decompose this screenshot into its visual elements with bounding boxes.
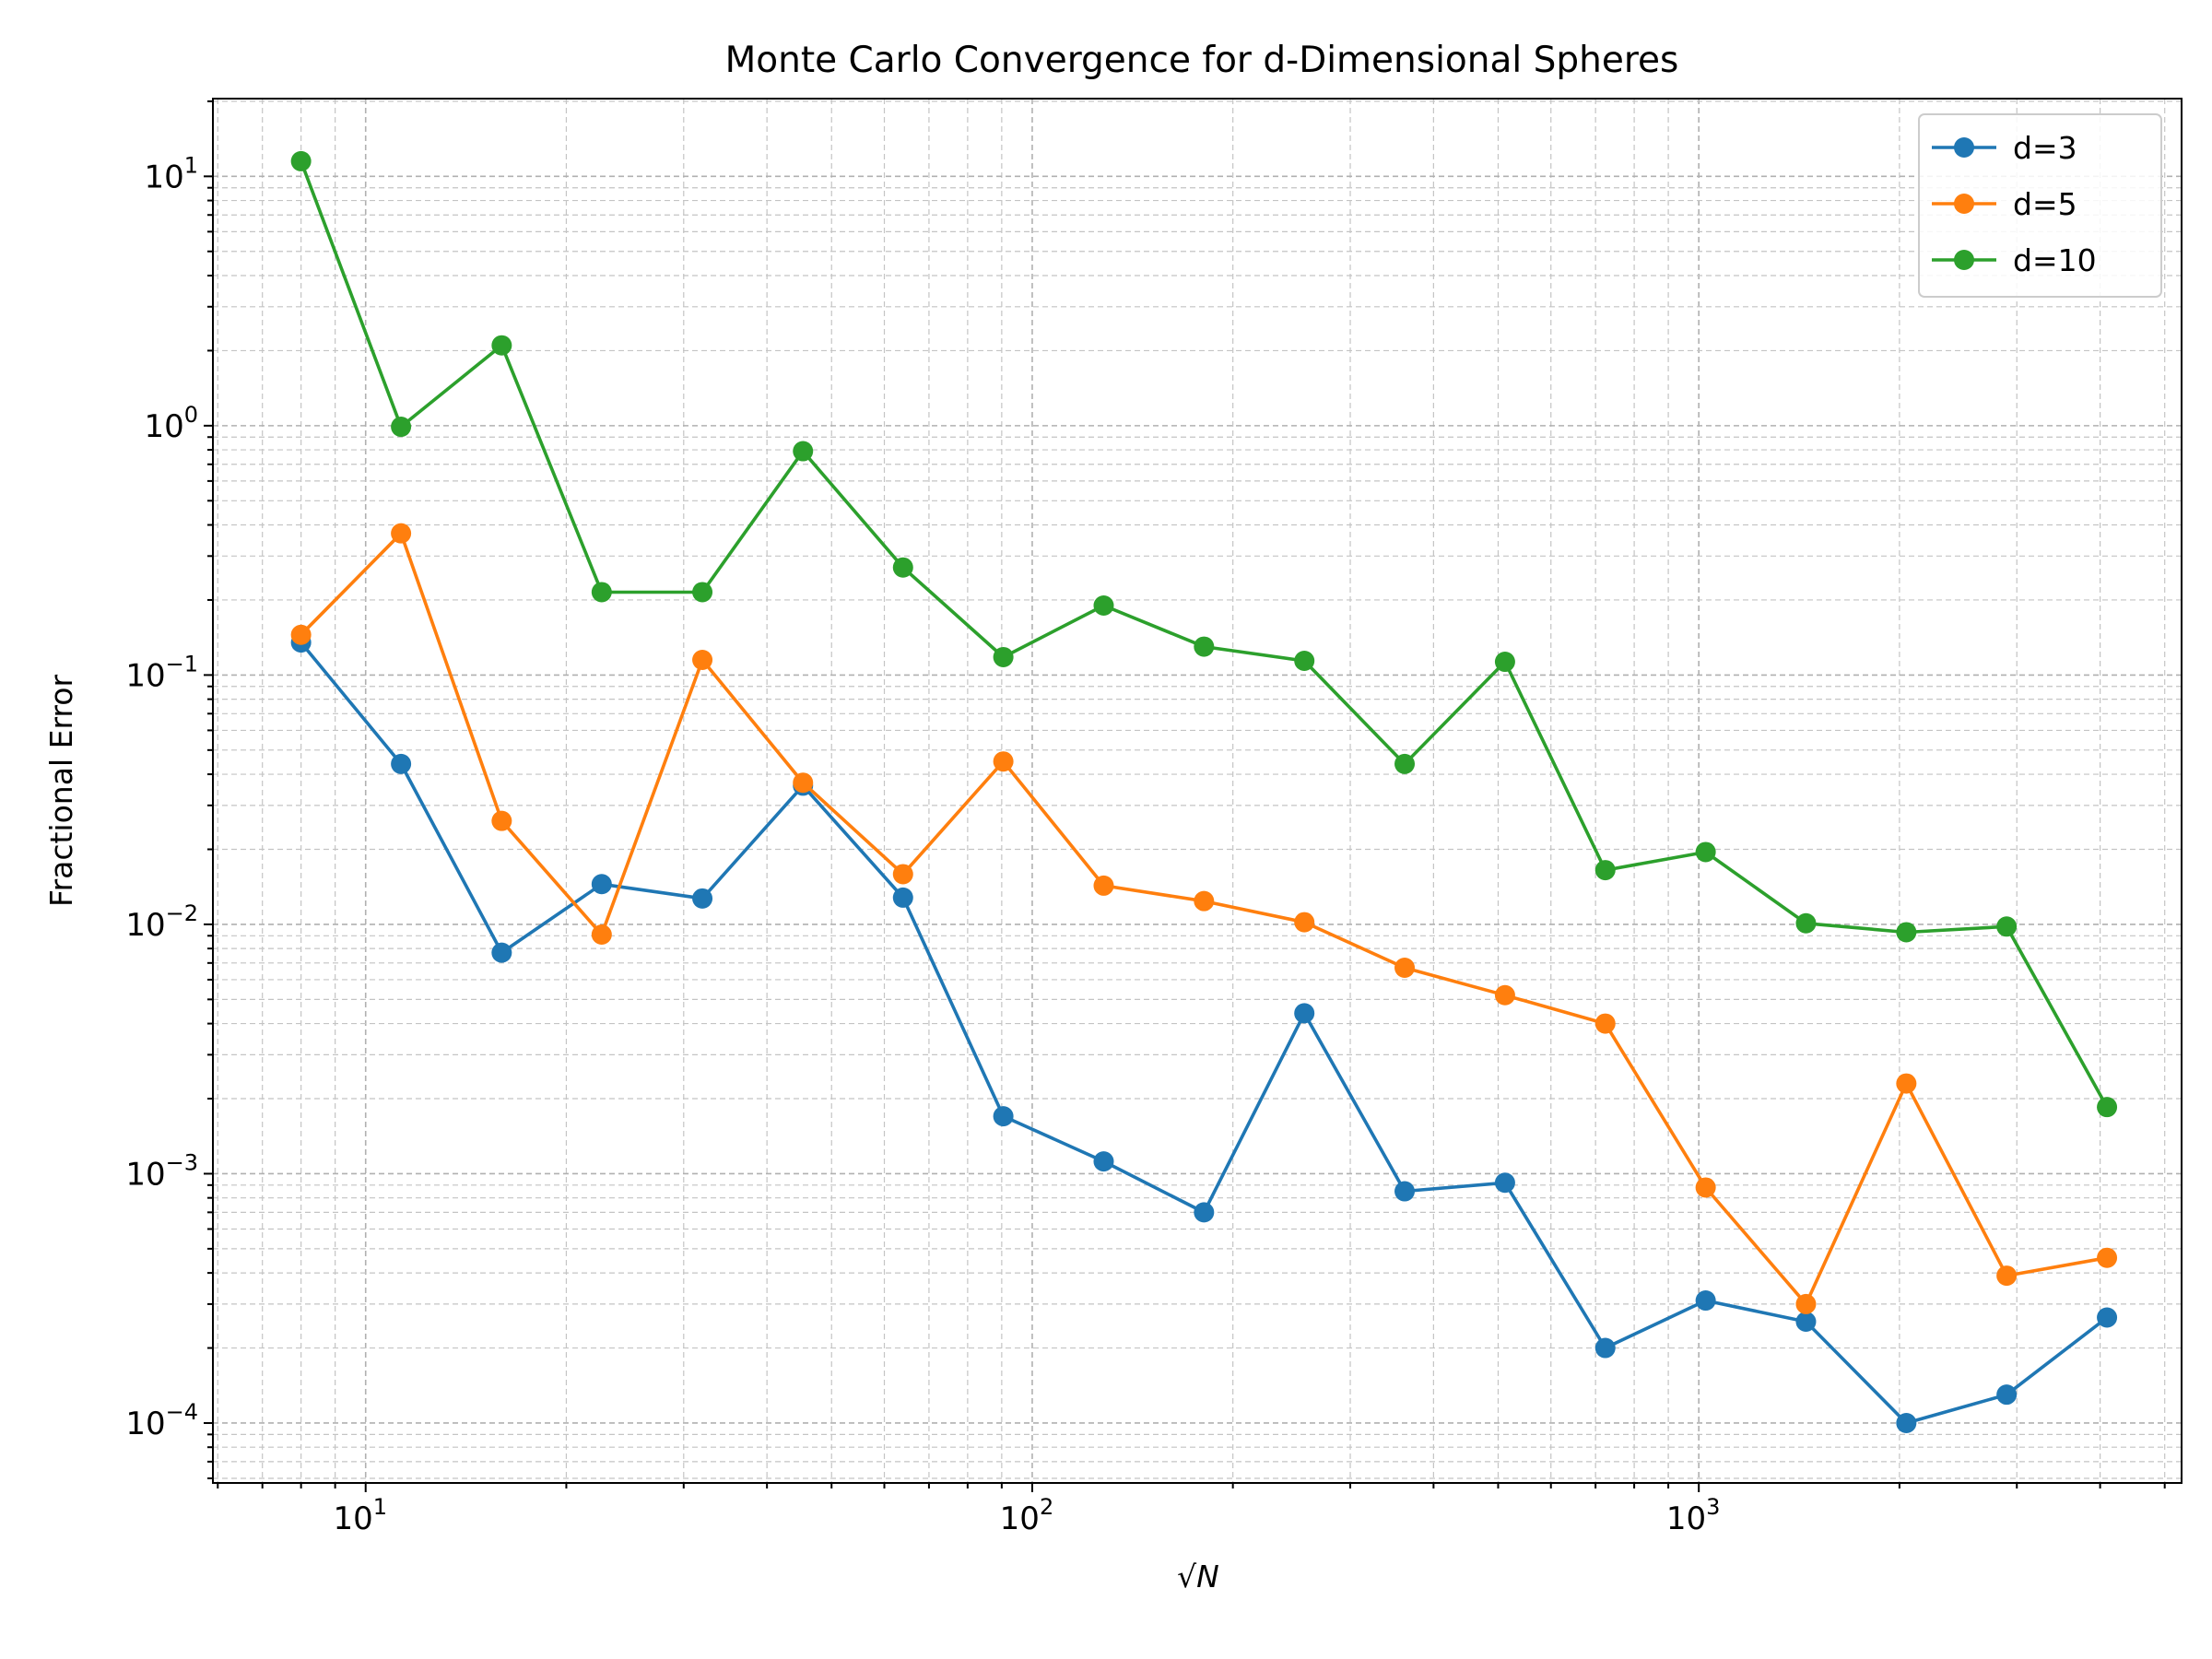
x-tick-label: 102 (1000, 1494, 1054, 1537)
series-layer (290, 150, 2118, 1433)
data-point (1695, 841, 1716, 863)
data-point (391, 417, 412, 438)
legend: d=3 d=5 d=10 (1918, 113, 2162, 298)
data-point (591, 582, 612, 603)
data-point (1294, 651, 1315, 672)
x-tick-label: 103 (1666, 1494, 1721, 1537)
data-point (1394, 753, 1416, 774)
data-point (1695, 1177, 1716, 1198)
y-tick-label: 10−4 (125, 1399, 198, 1442)
data-point (1896, 922, 1917, 943)
legend-marker (1954, 250, 1974, 270)
chart-title: Monte Carlo Convergence for d-Dimensiona… (725, 40, 1679, 81)
data-point (1795, 1312, 1817, 1333)
data-point (1494, 652, 1515, 673)
data-point (892, 557, 913, 578)
y-axis-label: Fractional Error (43, 675, 79, 907)
y-tick-label: 101 (144, 152, 198, 195)
tick-labels: 101 102 103 101 100 10−1 10−2 10−3 10−4 (125, 152, 1720, 1537)
data-point (2097, 1097, 2118, 1118)
data-point (793, 772, 814, 794)
y-tick-label: 10−1 (125, 651, 198, 694)
data-point (1896, 1412, 1917, 1433)
series-line (299, 160, 2109, 1109)
data-point (1795, 1293, 1817, 1314)
y-tick-label: 10−3 (125, 1149, 198, 1193)
legend-marker (1954, 137, 1974, 158)
data-point (1394, 957, 1416, 978)
legend-marker (1954, 194, 1974, 214)
data-point (993, 646, 1014, 667)
data-point (993, 1106, 1014, 1127)
grid (213, 99, 2182, 1483)
data-point (692, 582, 713, 603)
series-d=5 (290, 523, 2118, 1314)
data-point (1896, 1073, 1917, 1094)
legend-box (1918, 113, 2162, 298)
data-point (1695, 1290, 1716, 1312)
data-point (793, 441, 814, 462)
data-point (892, 887, 913, 908)
data-point (1795, 912, 1817, 934)
data-point (1194, 890, 1215, 912)
data-point (491, 335, 512, 356)
data-point (1294, 912, 1315, 933)
data-point (491, 942, 512, 963)
data-point (1093, 594, 1114, 616)
data-point (2097, 1247, 2118, 1268)
data-point (892, 864, 913, 885)
data-point (1594, 860, 1616, 881)
y-tick-label: 10−2 (125, 900, 198, 944)
data-point (1996, 916, 2018, 937)
x-tick-label: 101 (333, 1494, 387, 1537)
data-point (1996, 1265, 2018, 1287)
plot-frame (212, 98, 2183, 1484)
data-point (1594, 1013, 1616, 1034)
data-point (2097, 1307, 2118, 1328)
legend-label: d=3 (2013, 130, 2077, 166)
legend-label: d=5 (2013, 186, 2077, 222)
data-point (391, 523, 412, 544)
x-axis-label: √N (1177, 1559, 1219, 1594)
data-point (1494, 984, 1515, 1006)
data-point (1093, 875, 1114, 896)
data-point (1594, 1337, 1616, 1359)
data-point (391, 753, 412, 774)
data-point (1194, 1202, 1215, 1223)
data-point (1093, 1151, 1114, 1172)
series-line (300, 641, 2109, 1425)
data-point (1494, 1172, 1515, 1194)
data-point (491, 810, 512, 831)
data-point (1996, 1384, 2018, 1406)
ticks (204, 100, 2166, 1492)
y-tick-label: 100 (144, 402, 198, 445)
data-point (1394, 1181, 1416, 1202)
data-point (290, 150, 312, 171)
data-point (993, 751, 1014, 772)
data-point (290, 624, 312, 645)
data-point (1194, 636, 1215, 657)
data-point (692, 888, 713, 909)
data-point (692, 649, 713, 670)
legend-label: d=10 (2013, 242, 2097, 278)
data-point (591, 924, 612, 946)
data-point (1294, 1003, 1315, 1024)
data-point (591, 874, 612, 895)
series-d=10 (290, 150, 2118, 1118)
series-d=3 (290, 632, 2118, 1433)
